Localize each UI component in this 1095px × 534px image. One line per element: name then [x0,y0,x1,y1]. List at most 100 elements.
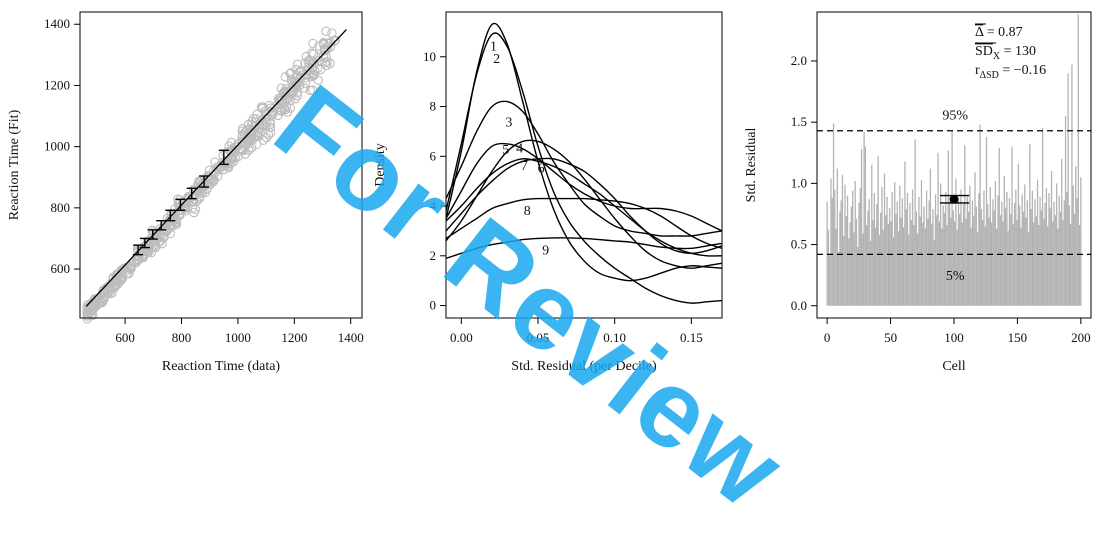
y-tick-label: 2.0 [791,53,807,68]
scatter-point [264,100,275,111]
scatter-point [280,104,291,115]
scatter-point [282,107,293,117]
scatter-point [170,218,181,228]
scatter-point [322,44,333,54]
scatter-point [309,58,320,68]
curve-label: 4 [516,142,523,157]
scatter-point [150,240,161,250]
y-tick-label: 1200 [44,77,70,92]
y-tick-label: 800 [51,200,71,215]
scatter-point [142,244,153,254]
stat-subscript: X [993,51,1001,62]
x-tick-label: 200 [1071,330,1091,345]
y-tick-label: 1000 [44,139,70,154]
scatter-point [244,135,254,146]
scatter-point [300,58,310,69]
scatter-point [321,26,331,37]
scatter-point [155,232,165,243]
x-tick-label: 1000 [225,330,251,345]
figure-canvas: 600 800 1000 1200 1400600800100012001400Reac… [7,11,1092,374]
scatter-point [321,60,332,71]
scatter-point [212,171,223,182]
scatter-point [320,57,330,68]
scatter-point [192,185,202,196]
y-tick-label: 4 [430,198,437,213]
scatter-point [90,297,100,308]
y-tick-label: 0 [430,298,437,313]
x-tick-label: 100 [944,330,964,345]
y-axis-title: Std. Residual [744,128,759,203]
scatter-point [205,179,215,190]
stat-value: = 0.87 [983,25,1022,40]
scatter-point [261,132,272,143]
density-curve [446,22,722,282]
y-tick-label: 0.0 [791,298,807,313]
curve-label: 3 [505,115,512,130]
curve-label: 7 [521,159,528,174]
curve-label: 9 [542,244,549,259]
stat-symbol: SD [975,44,993,59]
plot-frame [79,11,363,319]
stat-line: Δ = 0.87 [975,25,1023,40]
x-tick-label: 1400 [338,330,364,345]
density-curve [446,142,722,232]
y-tick-label: 8 [430,99,437,114]
curve-label: 1 [490,40,497,55]
scatter-point [227,147,237,158]
stat-subscript: ΔSD [980,70,999,81]
scatter-point [162,226,172,237]
scatter-point [275,96,285,107]
scatter-point [84,306,95,317]
x-axis-title: Reaction Time (data) [162,359,281,374]
plot-frame [445,11,723,319]
stat-symbol: r [975,63,980,78]
density-curve [446,100,722,237]
stat-symbol: Δ [975,25,984,40]
scatter-point [274,95,284,106]
scatter-panel: 600 800 1000 1200 1400 600 800 1000 1200 1400 Reac… [7,11,364,374]
curve-label: 5 [502,143,509,158]
scatter-point [291,77,302,87]
scatter-point [307,69,318,79]
stat-value: = −0.16 [999,63,1046,78]
scatter-point [314,55,325,66]
y-axis-title: Density [373,143,388,187]
scatter-point [116,265,126,276]
curve-label: 6 [538,161,545,176]
scatter-point [291,80,301,90]
x-tick-label: 0.10 [603,330,626,345]
y-tick-label: 2 [430,248,437,263]
density-curve [446,139,722,269]
scatter-point [301,69,312,80]
mean-point [949,194,959,204]
scatter-point [237,144,248,154]
y-tick-label: 1.0 [791,175,807,190]
x-tick-label: 600 [115,330,135,345]
scatter-point [96,295,106,306]
scatter-point [230,152,241,163]
percentile-label: 5% [946,269,965,284]
x-axis-title: Cell [942,359,965,374]
scatter-point [258,135,269,145]
scatter-point [187,203,198,213]
scatter-point [237,138,248,148]
density-curve [446,197,722,249]
y-tick-label: 0.5 [791,237,807,252]
density-curve [446,157,722,255]
y-tick-label: 10 [423,49,436,64]
scatter-point [125,261,136,272]
scatter-point [253,127,263,138]
scatter-point [82,311,93,321]
percentile-label: 95% [942,109,968,124]
scatter-point [305,85,316,96]
curve-group [446,22,722,304]
y-tick-label: 6 [430,148,437,163]
y-tick-label: 1400 [44,16,70,31]
curve-label: 2 [493,52,500,67]
scatter-point [103,286,114,296]
x-tick-label: 150 [1008,330,1028,345]
scatter-point [286,68,296,78]
stat-value: = 130 [1000,44,1036,59]
